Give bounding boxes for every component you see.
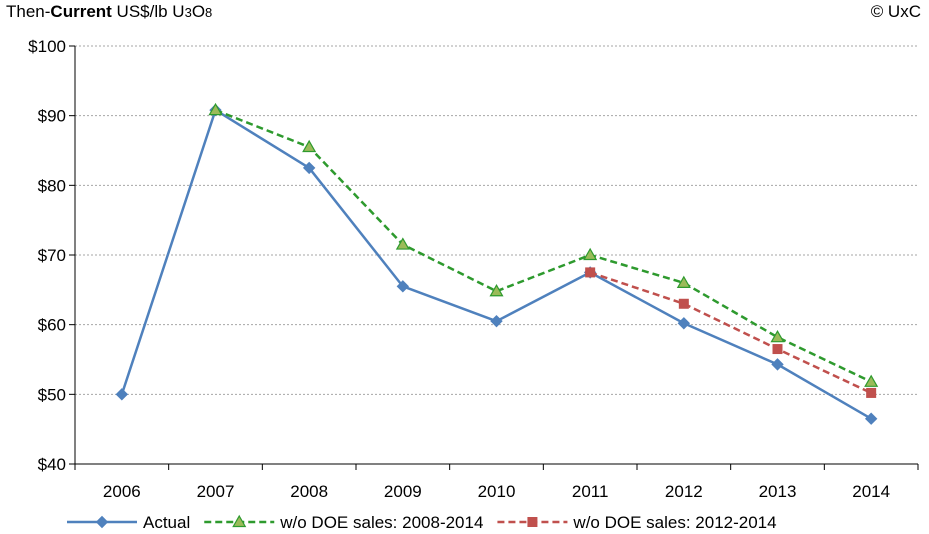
- units-prefix: Then-: [6, 2, 51, 21]
- data-point: [677, 317, 691, 330]
- y-tick-label: $60: [38, 316, 66, 335]
- legend-marker: [232, 514, 247, 528]
- data-point: [583, 247, 598, 261]
- x-tick-label: 2009: [384, 482, 422, 501]
- series-line: [120, 108, 872, 420]
- series-1: [115, 103, 878, 425]
- legend: Actual w/o DOE sales: 2008-2014 w/o DOE sa…: [67, 513, 777, 532]
- x-tick-label: 2014: [852, 482, 890, 501]
- data-point: [302, 161, 316, 175]
- data-point: [489, 284, 504, 297]
- data-point: [678, 298, 689, 309]
- data-point: [772, 344, 783, 355]
- data-point: [396, 280, 410, 293]
- data-point: [866, 387, 877, 398]
- x-tick-label: 2011: [572, 482, 609, 501]
- y-tick-label: $50: [38, 385, 66, 404]
- units-bold: Current: [50, 2, 112, 21]
- y-tick-label: $100: [28, 37, 66, 56]
- units-sub2: 8: [205, 5, 213, 20]
- data-point: [208, 102, 223, 116]
- legend-item: w/o DOE sales: 2012-2014: [497, 513, 777, 532]
- data-point: [115, 388, 129, 401]
- x-tick-label: 2010: [478, 482, 516, 501]
- data-point: [770, 329, 785, 343]
- x-tick-label: 2008: [290, 482, 328, 501]
- series-line: [215, 108, 872, 383]
- data-point: [864, 374, 879, 387]
- x-tick-label: 2007: [197, 482, 235, 501]
- data-point: [676, 275, 691, 288]
- y-tick-label: $80: [38, 176, 66, 195]
- x-tick-label: 2012: [665, 482, 703, 501]
- x-tick-label: 2006: [103, 482, 141, 501]
- units-rest: US$/lb U: [111, 2, 185, 21]
- copyright-label: © UxC: [870, 2, 921, 21]
- legend-marker: [95, 515, 109, 529]
- units-label: Then-Current US$/lb U3O8: [6, 2, 212, 22]
- legend-label: w/o DOE sales: 2012-2014: [572, 513, 776, 532]
- data-point: [771, 358, 784, 371]
- series-line: [589, 271, 872, 395]
- data-point: [490, 314, 503, 328]
- legend-label: Actual: [143, 513, 190, 532]
- legend-label: w/o DOE sales: 2008-2014: [279, 513, 483, 532]
- y-tick-label: $70: [38, 246, 66, 265]
- series-3: [585, 267, 877, 398]
- y-tick-label: $40: [38, 455, 66, 474]
- legend-item: w/o DOE sales: 2008-2014: [204, 513, 483, 532]
- y-tick-label: $90: [38, 107, 66, 126]
- legend-marker: [527, 517, 538, 527]
- data-point: [302, 139, 317, 153]
- x-tick-label: 2013: [759, 482, 797, 501]
- series-2: [208, 102, 879, 387]
- units-sub1: 3: [184, 5, 192, 20]
- data-point: [864, 412, 878, 425]
- data-point: [395, 237, 410, 250]
- units-o: O: [191, 2, 206, 21]
- data-point: [585, 267, 596, 278]
- legend-item: Actual: [67, 513, 190, 532]
